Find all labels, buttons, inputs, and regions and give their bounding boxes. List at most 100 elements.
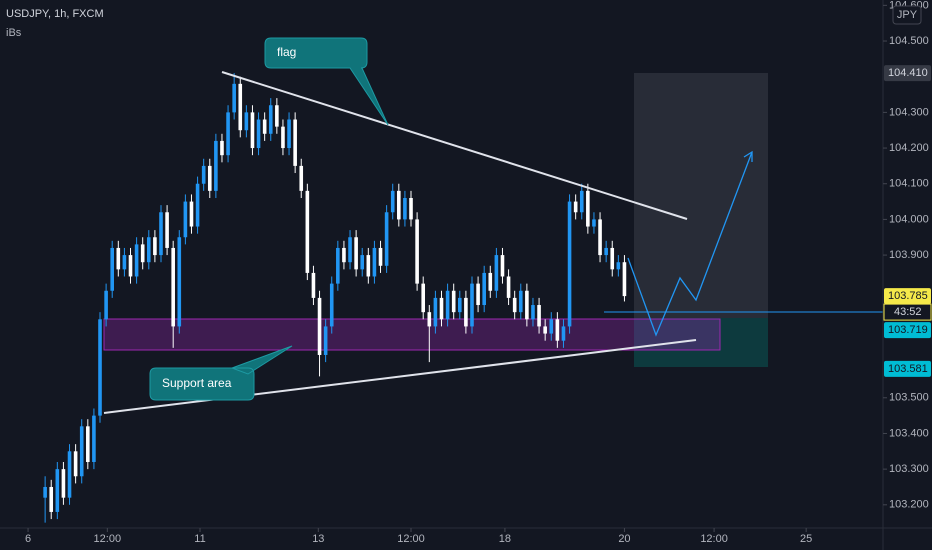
- candle-body: [360, 255, 365, 270]
- candle-body: [384, 212, 389, 266]
- y-tick-label: 104.100: [889, 178, 929, 190]
- candle-body: [177, 237, 182, 327]
- candle-body: [329, 283, 334, 327]
- price-label-text: 104.410: [888, 67, 928, 79]
- candle-body: [403, 198, 407, 220]
- candle-body: [531, 305, 535, 320]
- candle-body: [378, 247, 383, 266]
- candle-body: [73, 451, 78, 477]
- candle-body: [110, 247, 115, 291]
- x-tick-label: 20: [618, 533, 630, 545]
- candle-body: [464, 297, 468, 327]
- y-tick-label: 104.000: [889, 213, 929, 225]
- candle-body: [561, 326, 566, 341]
- candle-body: [488, 272, 493, 291]
- candle-body: [579, 190, 584, 213]
- candle-body: [427, 312, 432, 327]
- candle-body: [92, 415, 96, 462]
- x-tick-label: 12:00: [397, 533, 425, 545]
- candle-body: [598, 219, 602, 256]
- price-label-text: 103.719: [888, 324, 928, 336]
- price-label-text: 103.581: [888, 363, 928, 375]
- candle-body: [372, 247, 377, 277]
- candle-body: [256, 119, 261, 149]
- candle-body: [49, 486, 54, 512]
- price-label-box: [884, 65, 931, 82]
- candle-body: [275, 105, 279, 127]
- overlays: flag Support area: [103, 37, 753, 414]
- candle-body: [445, 290, 450, 320]
- price-label: 103.581: [884, 360, 931, 377]
- x-tick-label: 12:00: [700, 533, 728, 545]
- y-tick-label: 103.200: [889, 499, 929, 511]
- candle-body: [232, 83, 236, 113]
- candle-body: [592, 219, 596, 227]
- candle-body: [512, 297, 517, 313]
- candle-body: [287, 119, 291, 149]
- candle-body: [171, 247, 175, 327]
- y-tick-label: 104.300: [889, 106, 929, 118]
- candle-body: [354, 237, 358, 270]
- x-tick-label: 12:00: [94, 533, 122, 545]
- candle-body: [128, 255, 133, 277]
- candle-body: [537, 305, 541, 327]
- candle-body: [79, 426, 84, 477]
- y-tick-label: 103.500: [889, 392, 929, 404]
- candle-body: [244, 112, 249, 131]
- candle-body: [67, 451, 72, 498]
- candle-body: [342, 247, 346, 263]
- candle-body: [86, 426, 90, 462]
- countdown: 43:52: [894, 306, 922, 318]
- candle-body: [323, 326, 328, 355]
- candle-body: [220, 140, 224, 156]
- candle-body: [293, 119, 297, 166]
- candle-body: [43, 486, 47, 498]
- candle-body: [214, 140, 218, 191]
- candle-body: [397, 190, 401, 220]
- candle-body: [421, 283, 426, 313]
- x-tick-label: 25: [800, 533, 812, 545]
- candle-body: [317, 297, 322, 355]
- candle-body: [189, 201, 194, 227]
- flag-trendline: [221, 71, 688, 220]
- candle-body: [104, 290, 108, 320]
- candle-body: [409, 198, 413, 220]
- candle-body: [134, 244, 139, 277]
- chart-title: USDJPY, 1h, FXCM: [6, 8, 104, 20]
- candle-body: [305, 190, 310, 273]
- price-label: 103.719: [884, 322, 931, 339]
- x-tick-label: 18: [499, 533, 511, 545]
- countdown-box: [883, 303, 932, 321]
- candle-body: [140, 244, 145, 263]
- candle-body: [159, 212, 163, 256]
- candle-body: [61, 469, 66, 498]
- candle-body: [476, 283, 480, 306]
- candle-body: [207, 165, 212, 191]
- y-tick-label: 104.500: [889, 35, 929, 47]
- candle-body: [116, 247, 121, 270]
- candles: [43, 73, 627, 523]
- price-label-box: [884, 288, 931, 305]
- candle-body: [281, 126, 285, 149]
- candle-body: [195, 183, 200, 227]
- candle-body: [336, 247, 340, 284]
- candle-body: [226, 112, 230, 156]
- candle-body: [348, 237, 352, 263]
- candle-body: [366, 255, 371, 277]
- y-tick-label: 103.400: [889, 427, 929, 439]
- flag-callout: [264, 37, 389, 126]
- y-tick-label: 103.900: [889, 249, 929, 261]
- projection-path: [627, 151, 753, 337]
- indicator-name: iBs: [6, 27, 22, 39]
- flag-label: flag: [277, 45, 296, 59]
- candle-body: [238, 83, 243, 131]
- candle-body: [549, 319, 554, 334]
- support-trendline: [103, 339, 697, 414]
- candle-body: [482, 272, 486, 306]
- candle-body: [250, 112, 255, 149]
- currency-box: [892, 5, 922, 25]
- candle-body: [543, 326, 547, 334]
- x-tick-label: 11: [194, 533, 205, 545]
- candle-body: [415, 219, 419, 284]
- x-tick-label: 13: [312, 533, 324, 545]
